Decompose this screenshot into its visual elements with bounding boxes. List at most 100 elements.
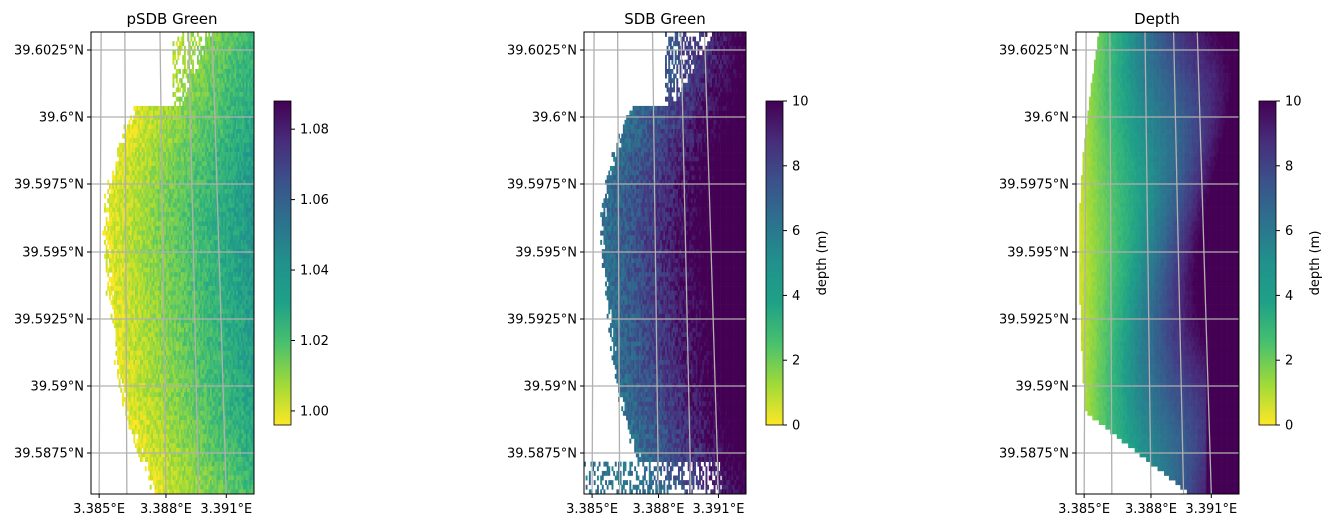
heatmap-cell: [138, 133, 141, 139]
heatmap-cell: [183, 175, 186, 181]
heatmap-cell: [205, 129, 208, 134]
heatmap-cell: [213, 138, 216, 144]
heatmap-cell: [169, 239, 172, 245]
heatmap-cell: [227, 184, 230, 190]
heatmap-cell: [138, 202, 141, 208]
heatmap-cell: [126, 235, 129, 241]
heatmap-cell: [128, 207, 131, 213]
heatmap-cell: [126, 152, 129, 158]
heatmap-cell: [179, 138, 181, 144]
heatmap-cell: [196, 55, 199, 61]
heatmap-cell: [244, 92, 247, 97]
heatmap-cell: [231, 179, 234, 185]
heatmap-cell: [218, 110, 221, 116]
heatmap-cell: [242, 189, 245, 194]
heatmap-cell: [174, 156, 177, 162]
heatmap-cell: [179, 142, 181, 148]
heatmap-cell: [125, 184, 128, 190]
heatmap-cell: [200, 87, 203, 93]
heatmap-cell: [187, 179, 190, 185]
heatmap-cell: [196, 175, 199, 181]
heatmap-cell: [110, 244, 113, 250]
heatmap-cell: [141, 235, 144, 241]
heatmap-cell: [156, 198, 159, 204]
heatmap-cell: [162, 230, 165, 236]
heatmap-cell: [182, 36, 185, 42]
heatmap-cell: [169, 184, 172, 190]
heatmap-cell: [192, 170, 194, 176]
heatmap-cell: [229, 207, 232, 213]
heatmap-cell: [131, 161, 134, 167]
heatmap-cell: [234, 142, 237, 148]
heatmap-cell: [198, 212, 201, 218]
heatmap-cell: [154, 235, 157, 241]
heatmap-cell: [128, 142, 131, 148]
heatmap-cell: [133, 179, 136, 185]
heatmap-cell: [125, 179, 128, 185]
heatmap-cell: [162, 124, 165, 130]
heatmap-cell: [174, 230, 177, 236]
heatmap-cell: [200, 170, 203, 176]
heatmap-cell: [185, 156, 188, 162]
heatmap-cell: [125, 147, 128, 153]
heatmap-cell: [226, 152, 229, 158]
heatmap-cell: [224, 50, 227, 56]
heatmap-cell: [143, 110, 146, 116]
heatmap-cell: [237, 239, 240, 245]
heatmap-cell: [205, 189, 208, 194]
heatmap-cell: [205, 110, 208, 116]
heatmap-cell: [149, 170, 152, 176]
heatmap-cell: [239, 179, 242, 185]
heatmap-cell: [209, 207, 212, 213]
heatmap-cell: [214, 110, 217, 116]
heatmap-cell: [165, 152, 168, 158]
heatmap-cell: [154, 152, 157, 158]
heatmap-cell: [234, 170, 237, 176]
heatmap-cell: [167, 207, 170, 213]
heatmap-cell: [229, 50, 232, 56]
heatmap-cell: [146, 235, 149, 241]
heatmap-cell: [252, 124, 255, 130]
heatmap-cell: [182, 193, 185, 199]
heatmap-cell: [223, 165, 225, 171]
heatmap-cell: [113, 221, 116, 227]
heatmap-cell: [239, 73, 242, 79]
heatmap-cell: [156, 129, 159, 134]
heatmap-cell: [214, 78, 217, 84]
heatmap-cell: [196, 235, 199, 241]
heatmap-cell: [195, 133, 198, 139]
heatmap-cell: [196, 133, 199, 139]
heatmap-cell: [151, 124, 154, 130]
panel-title: pSDB Green: [126, 10, 217, 28]
heatmap-cell: [144, 142, 147, 148]
heatmap-cell: [182, 212, 185, 218]
heatmap-cell: [193, 133, 196, 139]
heatmap-cell: [165, 230, 168, 236]
heatmap-cell: [146, 216, 149, 222]
heatmap-cell: [138, 216, 141, 222]
heatmap-cell: [180, 82, 183, 88]
heatmap-cell: [149, 226, 152, 231]
heatmap-cell: [218, 189, 221, 194]
heatmap-cell: [165, 110, 168, 116]
heatmap-cell: [174, 193, 177, 199]
heatmap-cell: [206, 82, 209, 88]
heatmap-cell: [224, 202, 227, 208]
heatmap-cell: [133, 235, 136, 241]
heatmap-cell: [229, 78, 232, 84]
heatmap-cell: [247, 212, 250, 218]
heatmap-cell: [141, 244, 144, 250]
heatmap-cell: [148, 226, 150, 231]
heatmap-cell: [244, 45, 247, 51]
heatmap-cell: [200, 239, 203, 245]
heatmap-cell: [112, 230, 115, 236]
heatmap-cell: [149, 189, 152, 194]
heatmap-cell: [180, 212, 183, 218]
heatmap-cell: [136, 244, 139, 250]
heatmap-cell: [201, 92, 204, 97]
heatmap-cell: [169, 202, 172, 208]
heatmap-cell: [138, 147, 141, 153]
heatmap-cell: [231, 32, 234, 37]
heatmap-cell: [244, 156, 247, 162]
heatmap-cell: [205, 105, 208, 111]
